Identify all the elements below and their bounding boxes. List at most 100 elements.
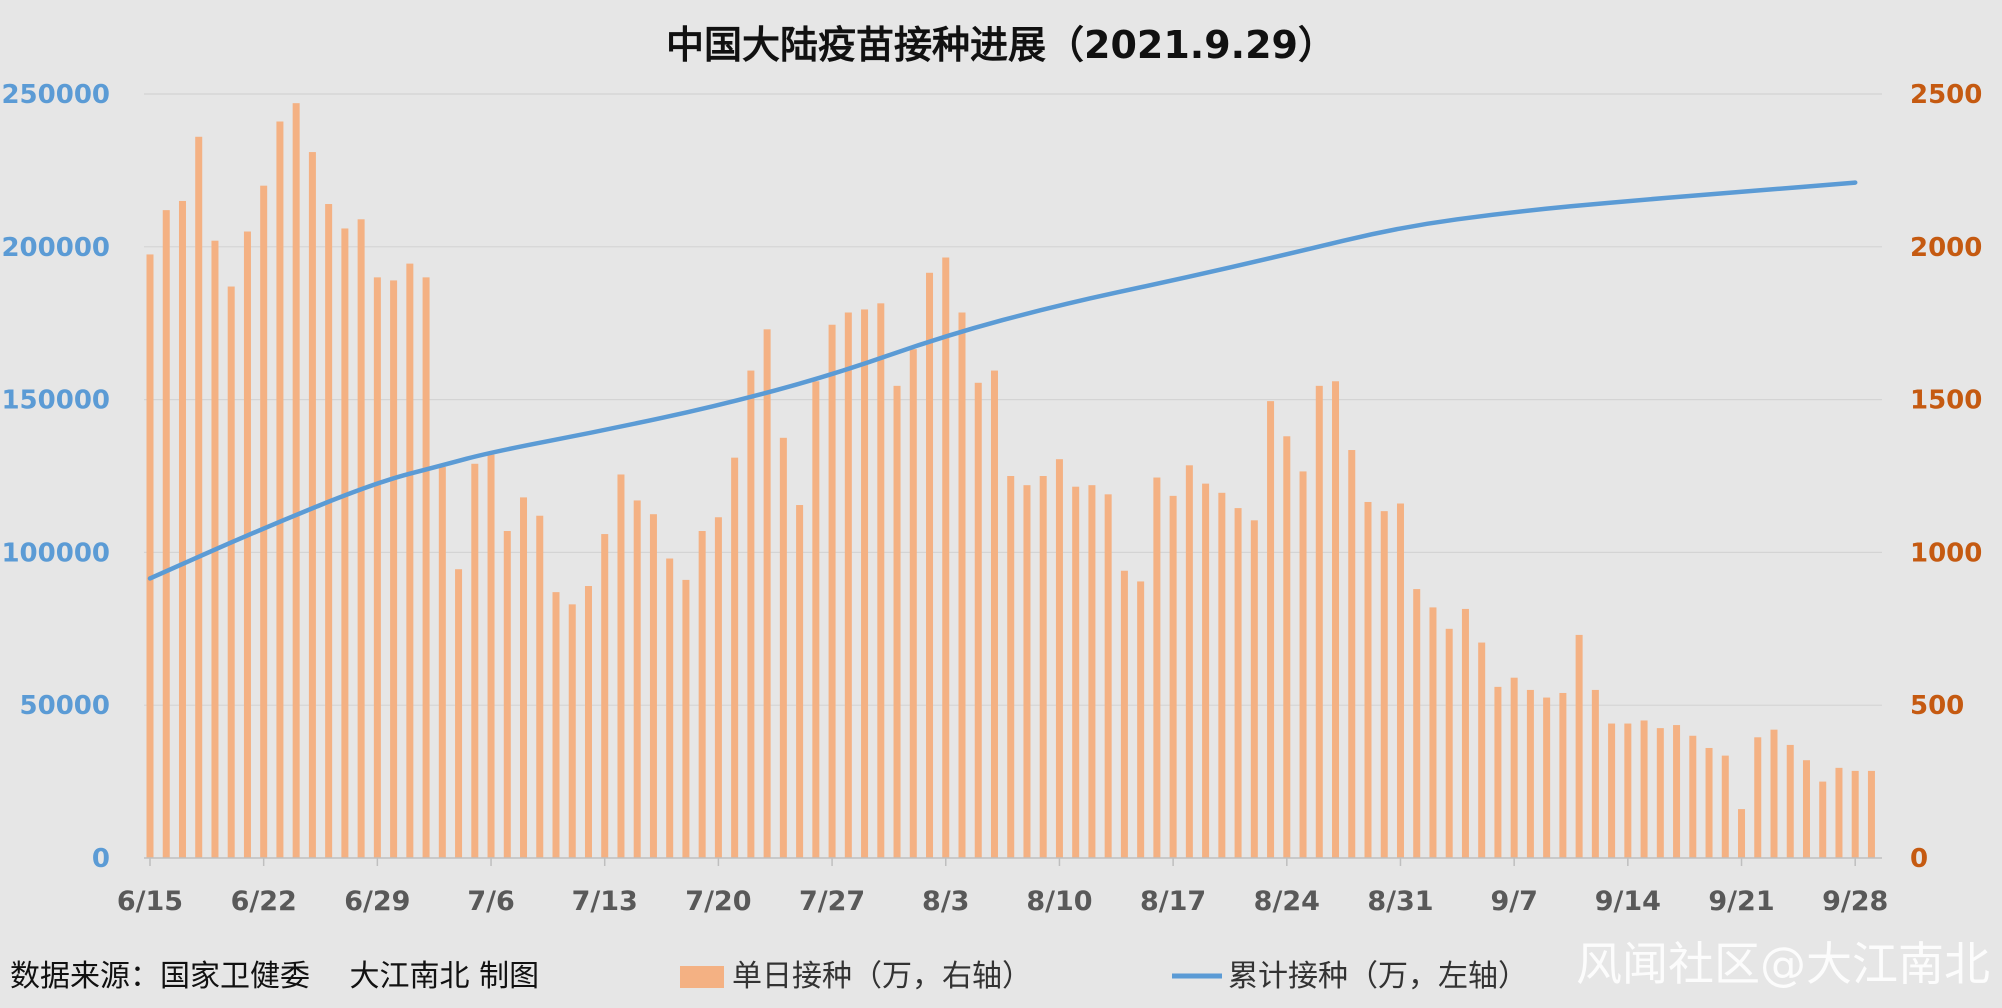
daily-bar (909, 349, 917, 858)
chart-title: 中国大陆疫苗接种进展（2021.9.29） (666, 23, 1336, 67)
daily-bar (1267, 401, 1275, 858)
daily-bar (601, 534, 609, 858)
daily-bar (243, 231, 251, 858)
daily-bar (812, 381, 820, 858)
left-axis: 0 50000 100000 150000 200000 250000 (1, 80, 110, 874)
daily-bar (1802, 760, 1810, 858)
daily-bar (714, 517, 722, 858)
daily-bar (1526, 689, 1534, 858)
daily-bar (520, 497, 528, 858)
daily-bar (1283, 436, 1291, 858)
left-tick-label: 200000 (1, 233, 110, 263)
daily-bar (341, 228, 349, 859)
daily-bar (861, 309, 869, 858)
daily-bar (682, 579, 690, 858)
daily-bar (1429, 607, 1437, 858)
daily-bar (325, 204, 333, 859)
daily-bar (1364, 501, 1372, 858)
daily-bar (1055, 459, 1063, 858)
daily-bar (1559, 692, 1567, 858)
daily-bar (1445, 628, 1453, 858)
daily-bar (1867, 770, 1875, 858)
daily-bar (1738, 809, 1746, 858)
daily-bar (1104, 494, 1112, 858)
daily-bar (1575, 634, 1583, 858)
daily-bar (1072, 486, 1080, 858)
daily-bar (438, 466, 446, 858)
daily-bar (617, 474, 625, 858)
daily-bar (1218, 492, 1226, 858)
daily-bar (1169, 495, 1177, 858)
daily-bar (503, 531, 511, 858)
daily-bar (877, 303, 885, 858)
daily-bar (260, 185, 268, 858)
x-tick-label: 9/28 (1822, 886, 1888, 917)
daily-bar (763, 329, 771, 858)
daily-bar (649, 514, 657, 858)
x-tick-label: 7/13 (572, 886, 638, 917)
daily-bar (195, 136, 203, 858)
daily-bar (1819, 781, 1827, 858)
left-tick-label: 150000 (1, 386, 110, 416)
daily-bar (1705, 747, 1713, 858)
cumulative-line (147, 180, 1858, 581)
daily-bar (1137, 581, 1145, 858)
daily-bar (162, 210, 170, 859)
daily-bar (747, 370, 755, 858)
daily-bar (1754, 737, 1762, 858)
daily-bar (1591, 689, 1599, 858)
daily-bar (1510, 677, 1518, 858)
daily-bar (1185, 465, 1193, 858)
daily-bar (1835, 767, 1843, 858)
daily-bar (893, 385, 901, 858)
x-tick-label: 8/24 (1254, 886, 1320, 917)
right-tick-label: 2000 (1910, 233, 1982, 263)
daily-bar (779, 437, 787, 858)
daily-bar (1202, 483, 1210, 858)
daily-bar (1461, 608, 1469, 858)
x-tick-label: 6/15 (117, 886, 183, 917)
daily-bar (1153, 477, 1161, 858)
daily-bar (422, 277, 430, 858)
daily-bar (1624, 723, 1632, 858)
right-tick-label: 500 (1910, 691, 1964, 721)
daily-bar (1478, 642, 1486, 858)
daily-bar (1332, 381, 1340, 858)
daily-bar (1348, 450, 1356, 858)
left-tick-label: 250000 (1, 80, 110, 110)
daily-bar (357, 219, 365, 858)
daily-bar (1250, 520, 1258, 858)
daily-bar (487, 454, 495, 858)
daily-bar (1851, 770, 1859, 858)
daily-bar (1234, 508, 1242, 858)
daily-bar (1007, 476, 1015, 858)
right-tick-label: 1500 (1910, 386, 1982, 416)
daily-bar (568, 604, 576, 858)
daily-bar (471, 463, 479, 858)
daily-bar (1088, 485, 1096, 858)
x-tick-label: 9/21 (1708, 886, 1774, 917)
daily-bar (1770, 729, 1778, 858)
x-tick-label: 8/3 (922, 886, 969, 917)
legend-bar-label: 单日接种（万，右轴） (732, 959, 1032, 994)
daily-bar (633, 500, 641, 858)
daily-bar (292, 103, 300, 859)
daily-bar (1396, 503, 1404, 858)
daily-bar (308, 152, 316, 859)
x-tick-label: 6/29 (344, 886, 410, 917)
x-tick-label: 7/6 (467, 886, 514, 917)
right-tick-label: 0 (1910, 844, 1928, 874)
daily-bar (796, 505, 804, 858)
daily-bar (1721, 755, 1729, 858)
right-axis: 0 500 1000 1500 2000 2500 (1910, 80, 1982, 874)
daily-bar (974, 382, 982, 858)
daily-bar (1786, 744, 1794, 858)
daily-bar (390, 280, 398, 858)
daily-bar (990, 370, 998, 858)
daily-bar (844, 312, 852, 858)
daily-bar (731, 457, 739, 858)
right-tick-label: 2500 (1910, 80, 1982, 110)
daily-bar (926, 272, 934, 858)
daily-bar (1608, 723, 1616, 858)
daily-bar (1640, 720, 1648, 858)
